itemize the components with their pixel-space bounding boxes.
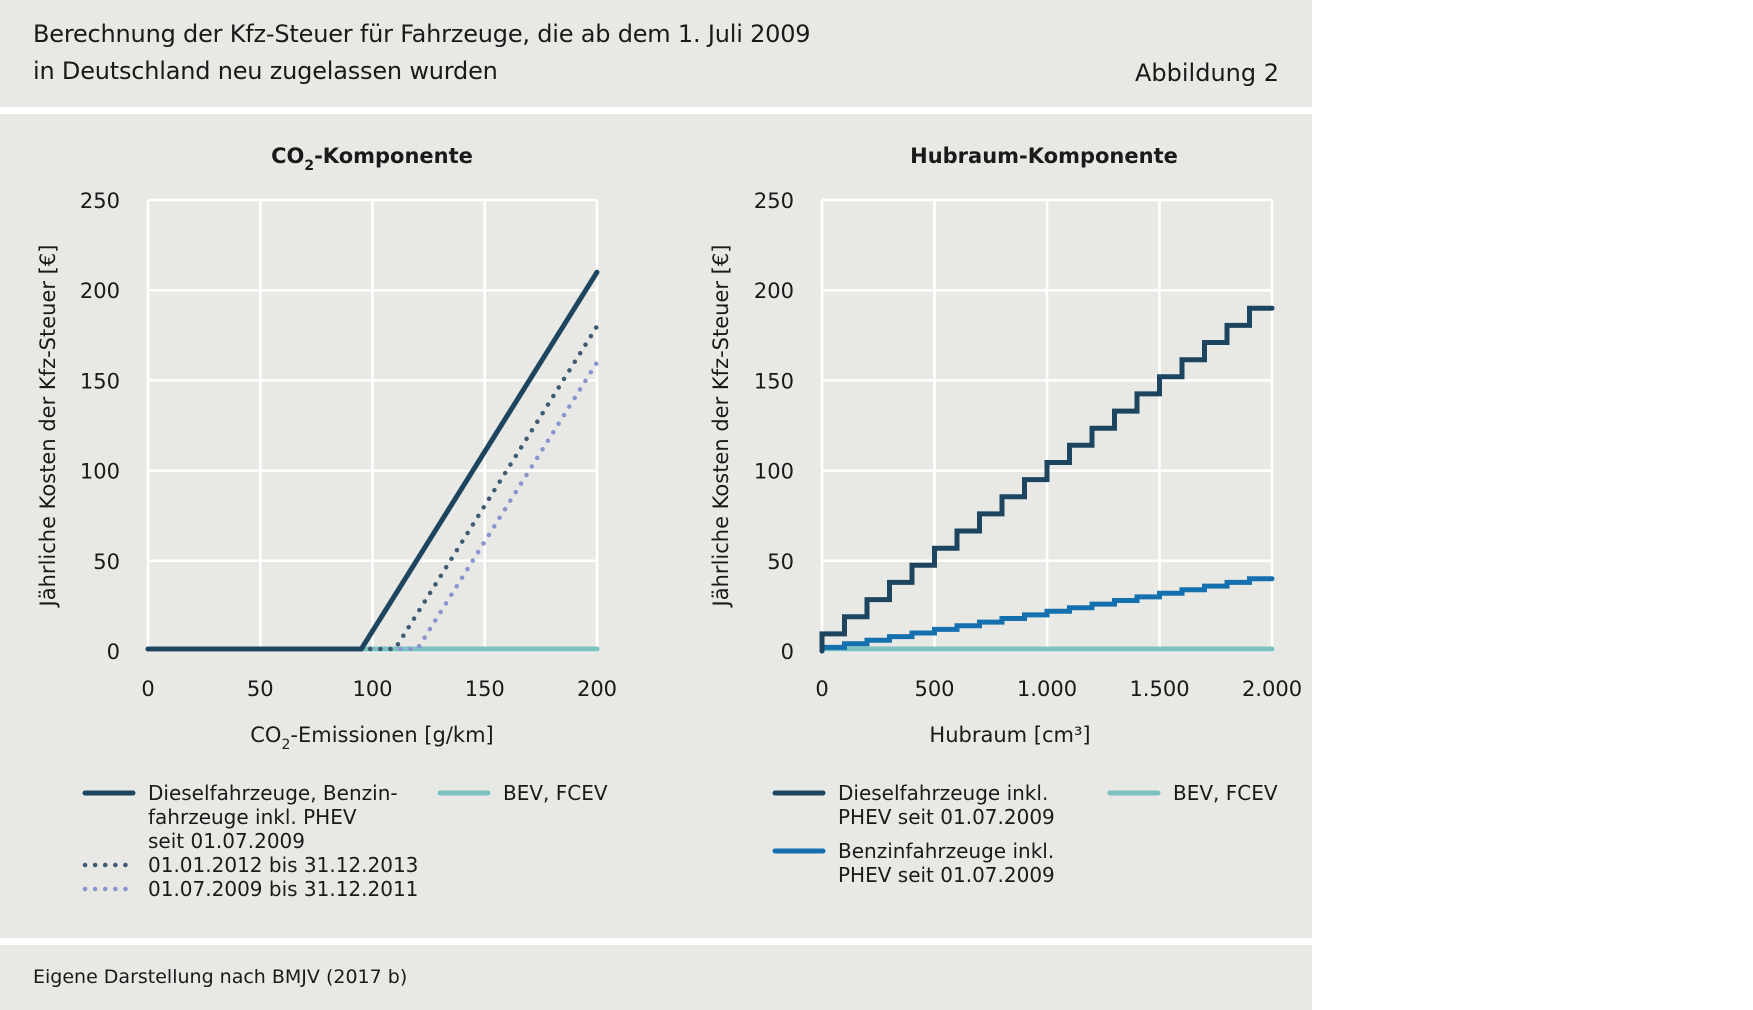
x-axis-label-sub: 2 (281, 737, 290, 753)
legend-label: 01.01.2012 bis 31.12.2013 (148, 853, 418, 877)
chart-1: 0 50 100 150 200050100150200250CO2-Komponent… (36, 144, 617, 901)
y-tick-label: 150 (80, 369, 120, 393)
legend-label: seit 01.07.2009 (148, 829, 305, 853)
y-tick-label: 0 (107, 640, 120, 664)
y-tick-label: 200 (80, 279, 120, 303)
x-axis-label-main: CO (250, 723, 281, 747)
legend-label: BEV, FCEV (503, 781, 608, 805)
legend-label: BEV, FCEV (1173, 781, 1278, 805)
header-panel: Berechnung der Kfz-Steuer für Fahrzeuge,… (0, 0, 1312, 107)
series-line (145, 269, 600, 652)
x-tick-label: 200 (577, 677, 617, 701)
x-tick-label: 150 (465, 677, 505, 701)
chart-2: 0 500 1.000 1.500 2.000 0 50 100 150 200 250 Hubrau… (709, 144, 1302, 887)
figure-title-line2: in Deutschland neu zugelassen wurden (33, 57, 498, 85)
legend-label: Dieselfahrzeuge inkl. (838, 781, 1048, 805)
y-tick-label: 0 (781, 640, 794, 664)
source-note: Eigene Darstellung nach BMJV (2017 b) (33, 966, 408, 988)
x-axis-label: Hubraum [cm³] (929, 723, 1090, 747)
y-axis-label: Jährliche Kosten der Kfz-Steuer [€] (36, 245, 60, 609)
legend-label: fahrzeuge inkl. PHEV (148, 805, 357, 829)
x-tick-label: 2.000 (1242, 677, 1302, 701)
y-tick-label: 250 (754, 189, 794, 213)
chart-title-rest: -Komponente (314, 144, 473, 168)
x-axis-label-rest: -Emissionen [g/km] (290, 723, 493, 747)
y-tick-label: 100 (754, 460, 794, 484)
x-tick-label: 50 (247, 677, 274, 701)
x-tick-label: 100 (352, 677, 392, 701)
y-tick-label: 100 (80, 460, 120, 484)
figure-label: Abbildung 2 (1134, 59, 1279, 87)
y-tick-label: 200 (754, 279, 794, 303)
figure-title-line1: Berechnung der Kfz-Steuer für Fahrzeuge,… (33, 20, 811, 48)
chart-title-main: CO (271, 144, 304, 168)
chart-title: CO2-Komponente (271, 144, 473, 174)
x-axis-label: CO2-Emissionen [g/km] (250, 723, 493, 753)
x-tick-label: 0 (141, 677, 154, 701)
y-tick-label: 250 (80, 189, 120, 213)
y-tick-label: 150 (754, 369, 794, 393)
footer-panel (0, 945, 1312, 1010)
legend-label: Benzinfahrzeuge inkl. (838, 839, 1054, 863)
series-line (819, 576, 1275, 654)
legend-label: PHEV seit 01.07.2009 (838, 863, 1055, 887)
x-tick-label: 500 (914, 677, 954, 701)
y-tick-label: 50 (767, 550, 794, 574)
legend-label: Dieselfahrzeuge, Benzin- (148, 781, 398, 805)
x-tick-label: 0 (815, 677, 828, 701)
legend-label: 01.07.2009 bis 31.12.2011 (148, 877, 418, 901)
chart-panel (0, 114, 1312, 938)
x-axis-label-main: Hubraum [cm³] (929, 723, 1090, 747)
chart-title: Hubraum-Komponente (910, 144, 1178, 168)
series-line (819, 305, 1275, 654)
y-axis-label: Jährliche Kosten der Kfz-Steuer [€] (709, 245, 733, 609)
y-tick-label: 50 (93, 550, 120, 574)
x-tick-label: 1.500 (1129, 677, 1189, 701)
chart-title-sub: 2 (304, 158, 314, 174)
x-tick-label: 1.000 (1017, 677, 1077, 701)
legend-label: PHEV seit 01.07.2009 (838, 805, 1055, 829)
chart-title-main: Hubraum-Komponente (910, 144, 1178, 168)
